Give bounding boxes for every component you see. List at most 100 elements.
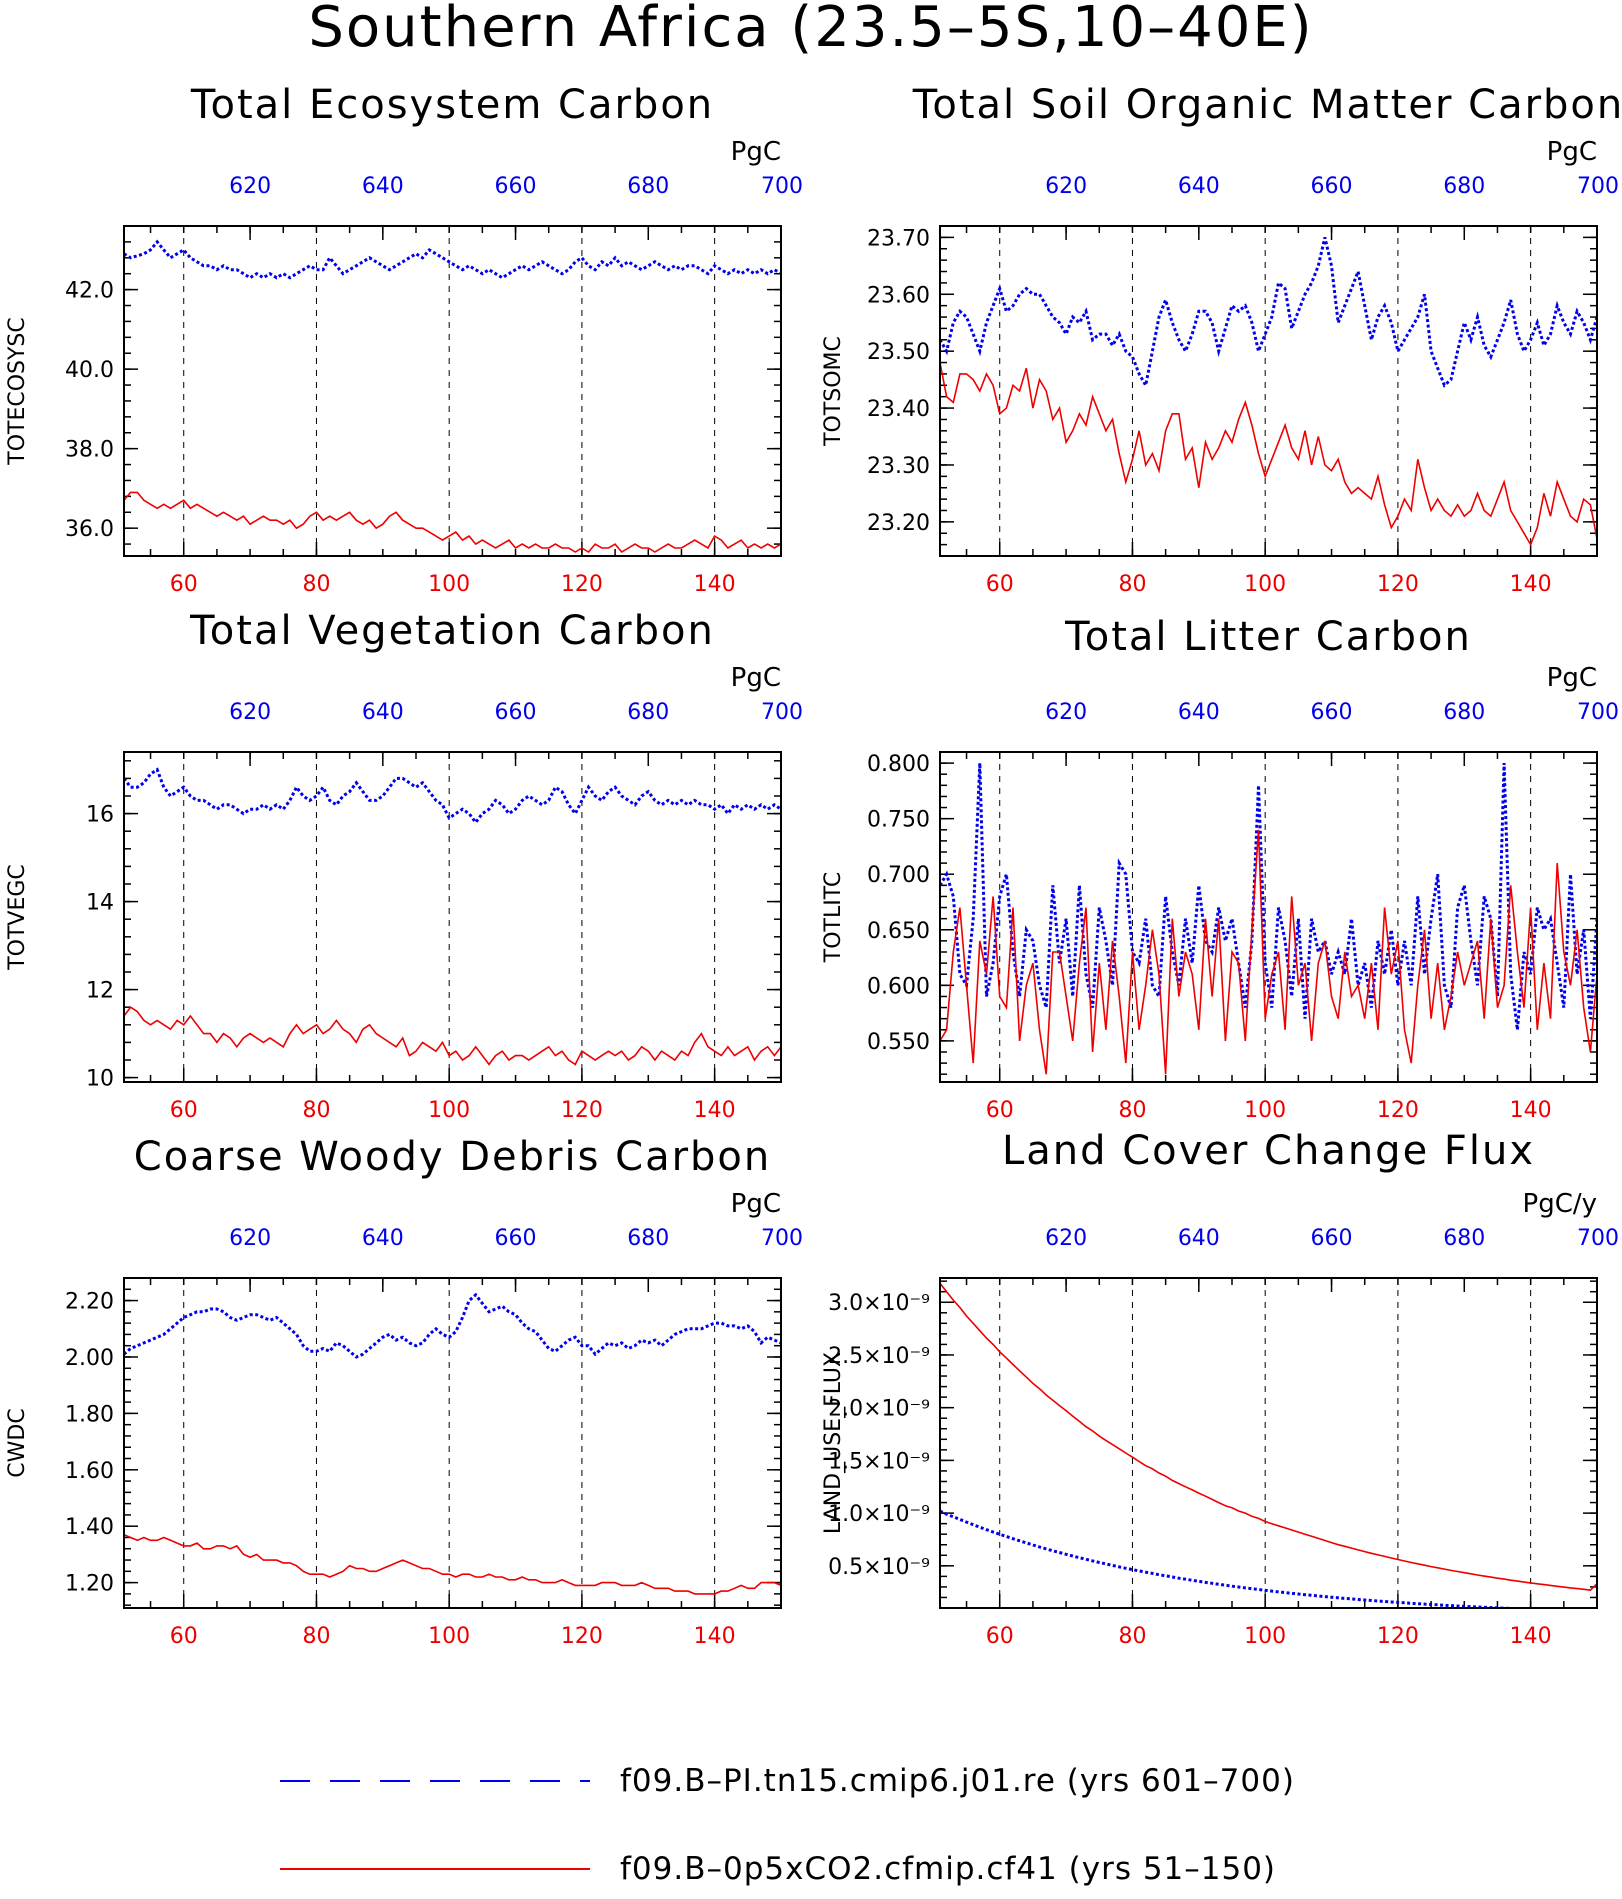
x-tick-label: 140 bbox=[694, 1098, 736, 1123]
plot-frame bbox=[939, 225, 1598, 557]
y-tick-label: 23.40 bbox=[867, 397, 930, 422]
y-axis-label: TOTSOMC bbox=[821, 336, 846, 447]
series-line-exp bbox=[940, 829, 1597, 1075]
top-tick-label: 700 bbox=[761, 700, 803, 725]
x-tick-label: 100 bbox=[428, 572, 470, 597]
x-tick-label: 140 bbox=[694, 1624, 736, 1649]
y-tick-label: 0.550 bbox=[867, 1030, 930, 1055]
top-tick-label: 700 bbox=[1577, 174, 1619, 199]
x-tick-label: 140 bbox=[694, 572, 736, 597]
plot-frame bbox=[939, 751, 1598, 1083]
y-axis-label: TOTLITC bbox=[821, 872, 846, 963]
legend: f09.B–PI.tn15.cmip6.j01.re (yrs 601–700)… bbox=[280, 1763, 1294, 1887]
units-label: PgC bbox=[1547, 663, 1597, 693]
y-tick-label: 1.80 bbox=[65, 1402, 114, 1427]
y-tick-label: 2.0×10⁻⁹ bbox=[828, 1397, 930, 1422]
y-tick-label: 0.750 bbox=[867, 808, 930, 833]
units-label: PgC/y bbox=[1523, 1189, 1597, 1219]
y-tick-label: 0.600 bbox=[867, 974, 930, 999]
y-axis-label: TOTECOSYSC bbox=[5, 317, 30, 466]
x-tick-label: 100 bbox=[1244, 1098, 1286, 1123]
x-tick-label: 60 bbox=[170, 1098, 198, 1123]
y-tick-label: 12 bbox=[86, 979, 114, 1004]
top-tick-label: 640 bbox=[362, 174, 404, 199]
top-tick-label: 680 bbox=[1443, 1226, 1485, 1251]
y-tick-label: 2.20 bbox=[65, 1290, 114, 1315]
x-tick-label: 60 bbox=[986, 1624, 1014, 1649]
top-tick-label: 620 bbox=[1045, 1226, 1087, 1251]
units-label: PgC bbox=[1547, 137, 1597, 167]
x-tick-label: 60 bbox=[986, 572, 1014, 597]
y-tick-label: 0.650 bbox=[867, 919, 930, 944]
series-line-pi bbox=[940, 237, 1597, 390]
series-line-exp bbox=[940, 362, 1597, 547]
panel-title: Total Litter Carbon bbox=[1064, 614, 1472, 660]
legend-label-exp: f09.B–0p5xCO2.cfmip.cf41 (yrs 51–150) bbox=[620, 1851, 1276, 1887]
top-tick-label: 660 bbox=[495, 1226, 537, 1251]
units-label: PgC bbox=[731, 663, 781, 693]
plot-frame bbox=[123, 751, 782, 1083]
series-line-exp bbox=[124, 1533, 781, 1595]
plot-frame bbox=[939, 1277, 1598, 1609]
y-tick-label: 0.5×10⁻⁹ bbox=[828, 1555, 930, 1580]
y-tick-label: 38.0 bbox=[65, 438, 114, 463]
top-tick-label: 620 bbox=[229, 1226, 271, 1251]
x-tick-label: 80 bbox=[1118, 1098, 1146, 1123]
panel-title: Coarse Woody Debris Carbon bbox=[134, 1134, 771, 1180]
x-tick-label: 80 bbox=[1118, 572, 1146, 597]
y-tick-label: 36.0 bbox=[65, 517, 114, 542]
top-tick-label: 680 bbox=[627, 700, 669, 725]
y-tick-label: 0.800 bbox=[867, 752, 930, 777]
x-tick-label: 80 bbox=[302, 572, 330, 597]
series-line-pi bbox=[124, 1292, 781, 1359]
y-tick-label: 1.60 bbox=[65, 1459, 114, 1484]
y-tick-label: 2.00 bbox=[65, 1346, 114, 1371]
x-tick-label: 60 bbox=[170, 1624, 198, 1649]
y-axis-label: LAND_USE_FLUX bbox=[821, 1352, 846, 1534]
top-tick-label: 640 bbox=[1178, 174, 1220, 199]
panel-2: Total Soil Organic Matter Carbon PgC TOTSO… bbox=[821, 82, 1622, 597]
x-tick-label: 140 bbox=[1510, 572, 1552, 597]
x-tick-label: 100 bbox=[1244, 572, 1286, 597]
x-tick-label: 120 bbox=[1377, 1098, 1419, 1123]
series-line-exp bbox=[124, 1006, 781, 1066]
top-tick-label: 700 bbox=[761, 1226, 803, 1251]
top-tick-label: 700 bbox=[1577, 1226, 1619, 1251]
panels-group: Total Ecosystem Carbon PgC TOTECOSYSC 60 80 1… bbox=[5, 82, 1622, 1649]
x-tick-label: 100 bbox=[428, 1098, 470, 1123]
x-tick-label: 100 bbox=[428, 1624, 470, 1649]
y-tick-label: 23.70 bbox=[867, 226, 930, 251]
y-tick-label: 1.40 bbox=[65, 1515, 114, 1540]
y-tick-label: 14 bbox=[86, 891, 114, 916]
series-line-pi bbox=[940, 1509, 1536, 1608]
y-tick-label: 1.5×10⁻⁹ bbox=[828, 1449, 930, 1474]
y-tick-label: 42.0 bbox=[65, 279, 114, 304]
x-tick-label: 120 bbox=[561, 1098, 603, 1123]
series-line-exp bbox=[940, 1282, 1597, 1591]
panel-5: Coarse Woody Debris Carbon PgC CWDC 60 80 100… bbox=[5, 1134, 803, 1649]
y-tick-label: 23.50 bbox=[867, 340, 930, 365]
top-tick-label: 620 bbox=[1045, 174, 1087, 199]
top-tick-label: 660 bbox=[495, 700, 537, 725]
top-tick-label: 660 bbox=[1311, 700, 1353, 725]
panel-title: Total Soil Organic Matter Carbon bbox=[912, 82, 1622, 128]
panel-6: Land Cover Change Flux PgC/y LAND_USE_FLUX… bbox=[821, 1128, 1619, 1649]
panel-1: Total Ecosystem Carbon PgC TOTECOSYSC 60 80 1… bbox=[5, 82, 803, 597]
top-tick-label: 640 bbox=[1178, 700, 1220, 725]
top-tick-label: 660 bbox=[1311, 174, 1353, 199]
y-tick-label: 23.30 bbox=[867, 454, 930, 479]
units-label: PgC bbox=[731, 137, 781, 167]
x-tick-label: 120 bbox=[561, 1624, 603, 1649]
y-tick-label: 0.700 bbox=[867, 863, 930, 888]
top-tick-label: 680 bbox=[1443, 174, 1485, 199]
panel-title: Total Ecosystem Carbon bbox=[190, 82, 714, 128]
series-line-pi bbox=[124, 239, 781, 280]
x-tick-label: 80 bbox=[302, 1098, 330, 1123]
y-tick-label: 16 bbox=[86, 803, 114, 828]
top-tick-label: 640 bbox=[362, 1226, 404, 1251]
y-tick-label: 10 bbox=[86, 1067, 114, 1092]
y-axis-label: TOTVEGC bbox=[5, 864, 30, 971]
series-line-pi bbox=[940, 763, 1597, 1030]
units-label: PgC bbox=[731, 1189, 781, 1219]
